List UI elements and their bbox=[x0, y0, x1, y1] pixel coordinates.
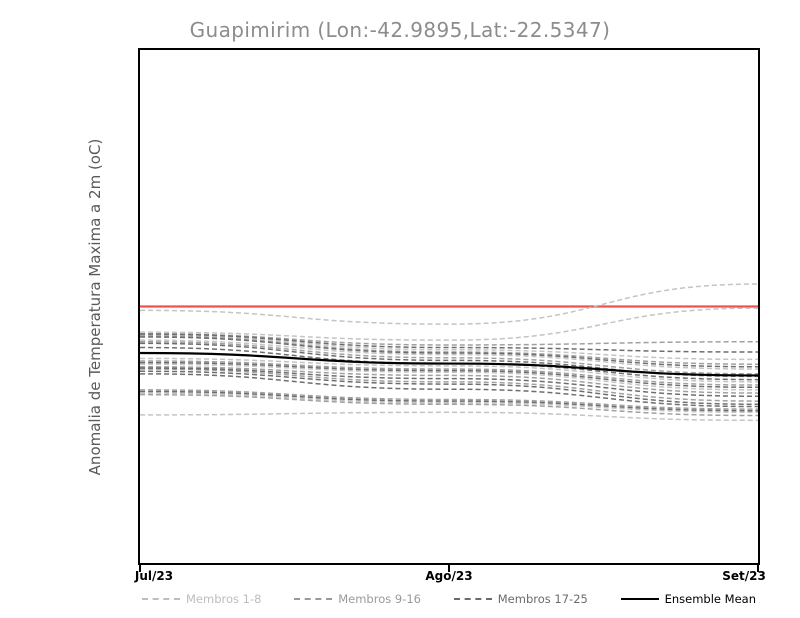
x-tick-mark bbox=[448, 565, 450, 572]
y-axis-label: Anomalia de Temperatura Maxima a 2m (oC) bbox=[86, 138, 104, 476]
x-tick-label: Jul/23 bbox=[134, 569, 174, 583]
legend-label: Membros 1-8 bbox=[186, 592, 262, 606]
ensemble-member-line bbox=[139, 283, 759, 325]
ensemble-member-line bbox=[139, 373, 759, 408]
ensemble-member-line bbox=[139, 333, 759, 353]
ensemble-member-line bbox=[139, 393, 759, 417]
series-canvas bbox=[139, 283, 759, 422]
ensemble-member-line bbox=[139, 333, 759, 346]
ensemble-member-line bbox=[139, 335, 759, 365]
legend-line-swatch bbox=[453, 598, 492, 600]
x-tick-label: Ago/23 bbox=[425, 569, 473, 583]
legend-label: Membros 9-16 bbox=[338, 592, 421, 606]
legend-label: Ensemble Mean bbox=[664, 592, 756, 606]
chart-legend: Membros 1-8 Membros 9-16 Membros 17-25 Ense… bbox=[138, 589, 760, 609]
ensemble-member-line bbox=[139, 336, 759, 368]
legend-item[interactable]: Membros 9-16 bbox=[294, 592, 421, 606]
ensemble-mean-line bbox=[139, 351, 759, 377]
x-tick-mark bbox=[139, 565, 141, 572]
plot-area bbox=[138, 48, 760, 565]
ensemble-member-line bbox=[139, 389, 759, 410]
ensemble-member-line bbox=[139, 361, 759, 389]
legend-line-swatch bbox=[620, 598, 659, 600]
ensemble-member-line bbox=[139, 390, 759, 412]
legend-line-swatch bbox=[294, 598, 333, 600]
ensemble-member-line bbox=[139, 411, 759, 422]
legend-item[interactable]: Membros 17-25 bbox=[453, 592, 588, 606]
x-tick-mark bbox=[757, 565, 759, 572]
x-tick-label: Set/23 bbox=[722, 569, 766, 583]
ensemble-member-line bbox=[139, 392, 759, 414]
legend-item[interactable]: Ensemble Mean bbox=[620, 592, 756, 606]
legend-label: Membros 17-25 bbox=[497, 592, 588, 606]
chart-title: Guapimirim (Lon:-42.9895,Lat:-22.5347) bbox=[189, 18, 611, 42]
ensemble-member-line bbox=[139, 307, 759, 341]
legend-line-swatch bbox=[142, 598, 180, 600]
ensemble-member-line bbox=[139, 333, 759, 361]
legend-item[interactable]: Membros 1-8 bbox=[142, 592, 261, 606]
